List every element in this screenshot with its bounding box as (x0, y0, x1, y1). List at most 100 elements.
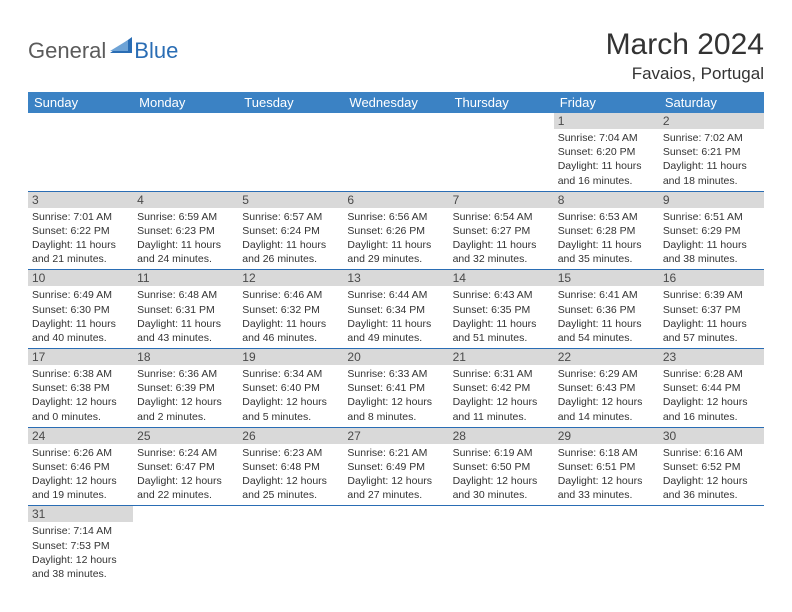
flag-icon (110, 37, 132, 53)
sunrise-text: Sunrise: 6:38 AM (32, 367, 129, 381)
day-data: Sunrise: 6:21 AMSunset: 6:49 PMDaylight:… (343, 444, 448, 506)
calendar-cell: 7Sunrise: 6:54 AMSunset: 6:27 PMDaylight… (449, 191, 554, 270)
sunset-text: Sunset: 6:22 PM (32, 224, 129, 238)
day-data: Sunrise: 7:04 AMSunset: 6:20 PMDaylight:… (554, 129, 659, 191)
sunset-text: Sunset: 6:27 PM (453, 224, 550, 238)
calendar-cell: 21Sunrise: 6:31 AMSunset: 6:42 PMDayligh… (449, 349, 554, 428)
sunset-text: Sunset: 6:37 PM (663, 303, 760, 317)
daylight-text: Daylight: 11 hours and 24 minutes. (137, 238, 234, 266)
sunset-text: Sunset: 6:35 PM (453, 303, 550, 317)
logo-text-general: General (28, 38, 106, 64)
sunrise-text: Sunrise: 6:19 AM (453, 446, 550, 460)
daylight-text: Daylight: 11 hours and 46 minutes. (242, 317, 339, 345)
day-number: 3 (28, 192, 133, 208)
day-data: Sunrise: 6:38 AMSunset: 6:38 PMDaylight:… (28, 365, 133, 427)
calendar-cell: 22Sunrise: 6:29 AMSunset: 6:43 PMDayligh… (554, 349, 659, 428)
daylight-text: Daylight: 11 hours and 16 minutes. (558, 159, 655, 187)
sunset-text: Sunset: 6:21 PM (663, 145, 760, 159)
calendar-cell: 18Sunrise: 6:36 AMSunset: 6:39 PMDayligh… (133, 349, 238, 428)
calendar-week-row: 24Sunrise: 6:26 AMSunset: 6:46 PMDayligh… (28, 427, 764, 506)
day-data: Sunrise: 6:39 AMSunset: 6:37 PMDaylight:… (659, 286, 764, 348)
sunset-text: Sunset: 6:34 PM (347, 303, 444, 317)
daylight-text: Daylight: 12 hours and 36 minutes. (663, 474, 760, 502)
sunset-text: Sunset: 6:29 PM (663, 224, 760, 238)
daylight-text: Daylight: 11 hours and 49 minutes. (347, 317, 444, 345)
day-data: Sunrise: 6:49 AMSunset: 6:30 PMDaylight:… (28, 286, 133, 348)
daylight-text: Daylight: 12 hours and 25 minutes. (242, 474, 339, 502)
day-number: 14 (449, 270, 554, 286)
day-data: Sunrise: 6:53 AMSunset: 6:28 PMDaylight:… (554, 208, 659, 270)
daylight-text: Daylight: 12 hours and 8 minutes. (347, 395, 444, 423)
day-data: Sunrise: 7:02 AMSunset: 6:21 PMDaylight:… (659, 129, 764, 191)
sunset-text: Sunset: 6:43 PM (558, 381, 655, 395)
day-number: 28 (449, 428, 554, 444)
sunset-text: Sunset: 6:46 PM (32, 460, 129, 474)
month-title: March 2024 (606, 28, 764, 62)
calendar-cell (449, 506, 554, 584)
sunrise-text: Sunrise: 7:14 AM (32, 524, 129, 538)
sunrise-text: Sunrise: 6:24 AM (137, 446, 234, 460)
daylight-text: Daylight: 11 hours and 38 minutes. (663, 238, 760, 266)
day-number: 10 (28, 270, 133, 286)
day-number: 20 (343, 349, 448, 365)
sunset-text: Sunset: 6:32 PM (242, 303, 339, 317)
day-data: Sunrise: 6:46 AMSunset: 6:32 PMDaylight:… (238, 286, 343, 348)
day-number: 30 (659, 428, 764, 444)
calendar-cell (343, 113, 448, 191)
calendar-cell (343, 506, 448, 584)
daylight-text: Daylight: 11 hours and 35 minutes. (558, 238, 655, 266)
calendar-cell: 14Sunrise: 6:43 AMSunset: 6:35 PMDayligh… (449, 270, 554, 349)
calendar-cell: 8Sunrise: 6:53 AMSunset: 6:28 PMDaylight… (554, 191, 659, 270)
daylight-text: Daylight: 12 hours and 33 minutes. (558, 474, 655, 502)
sunrise-text: Sunrise: 6:53 AM (558, 210, 655, 224)
calendar-cell: 28Sunrise: 6:19 AMSunset: 6:50 PMDayligh… (449, 427, 554, 506)
day-number: 16 (659, 270, 764, 286)
sunrise-text: Sunrise: 6:41 AM (558, 288, 655, 302)
daylight-text: Daylight: 12 hours and 14 minutes. (558, 395, 655, 423)
day-data: Sunrise: 6:34 AMSunset: 6:40 PMDaylight:… (238, 365, 343, 427)
calendar-cell (449, 113, 554, 191)
sunset-text: Sunset: 6:52 PM (663, 460, 760, 474)
day-number: 29 (554, 428, 659, 444)
weekday-header: Friday (554, 92, 659, 113)
day-number: 25 (133, 428, 238, 444)
sunrise-text: Sunrise: 6:34 AM (242, 367, 339, 381)
sunrise-text: Sunrise: 6:44 AM (347, 288, 444, 302)
calendar-header-row: SundayMondayTuesdayWednesdayThursdayFrid… (28, 92, 764, 113)
sunset-text: Sunset: 6:40 PM (242, 381, 339, 395)
day-data: Sunrise: 6:57 AMSunset: 6:24 PMDaylight:… (238, 208, 343, 270)
weekday-header: Tuesday (238, 92, 343, 113)
sunset-text: Sunset: 6:49 PM (347, 460, 444, 474)
calendar-cell: 19Sunrise: 6:34 AMSunset: 6:40 PMDayligh… (238, 349, 343, 428)
day-number: 7 (449, 192, 554, 208)
calendar-cell: 6Sunrise: 6:56 AMSunset: 6:26 PMDaylight… (343, 191, 448, 270)
day-number: 26 (238, 428, 343, 444)
daylight-text: Daylight: 12 hours and 2 minutes. (137, 395, 234, 423)
daylight-text: Daylight: 12 hours and 5 minutes. (242, 395, 339, 423)
calendar-cell (133, 506, 238, 584)
sunset-text: Sunset: 6:51 PM (558, 460, 655, 474)
sunset-text: Sunset: 6:30 PM (32, 303, 129, 317)
daylight-text: Daylight: 12 hours and 0 minutes. (32, 395, 129, 423)
calendar-cell: 11Sunrise: 6:48 AMSunset: 6:31 PMDayligh… (133, 270, 238, 349)
day-data: Sunrise: 6:59 AMSunset: 6:23 PMDaylight:… (133, 208, 238, 270)
daylight-text: Daylight: 12 hours and 38 minutes. (32, 553, 129, 581)
daylight-text: Daylight: 12 hours and 22 minutes. (137, 474, 234, 502)
day-number: 1 (554, 113, 659, 129)
day-data: Sunrise: 6:43 AMSunset: 6:35 PMDaylight:… (449, 286, 554, 348)
sunrise-text: Sunrise: 6:56 AM (347, 210, 444, 224)
sunrise-text: Sunrise: 6:33 AM (347, 367, 444, 381)
day-data: Sunrise: 6:51 AMSunset: 6:29 PMDaylight:… (659, 208, 764, 270)
day-data: Sunrise: 6:54 AMSunset: 6:27 PMDaylight:… (449, 208, 554, 270)
calendar-cell (238, 113, 343, 191)
sunrise-text: Sunrise: 6:49 AM (32, 288, 129, 302)
day-number: 9 (659, 192, 764, 208)
calendar-cell: 13Sunrise: 6:44 AMSunset: 6:34 PMDayligh… (343, 270, 448, 349)
logo: General Blue (28, 28, 178, 64)
day-number: 5 (238, 192, 343, 208)
sunrise-text: Sunrise: 6:18 AM (558, 446, 655, 460)
day-data: Sunrise: 6:19 AMSunset: 6:50 PMDaylight:… (449, 444, 554, 506)
day-number: 24 (28, 428, 133, 444)
day-data: Sunrise: 6:29 AMSunset: 6:43 PMDaylight:… (554, 365, 659, 427)
sunrise-text: Sunrise: 6:23 AM (242, 446, 339, 460)
